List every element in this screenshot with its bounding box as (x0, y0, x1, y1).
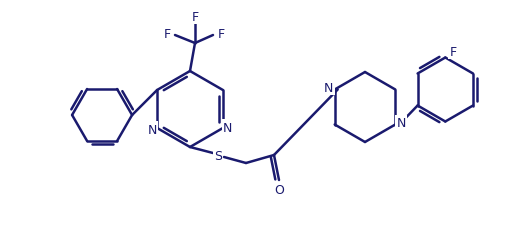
Text: F: F (163, 27, 170, 40)
Text: F: F (217, 27, 225, 40)
Text: N: N (223, 121, 233, 134)
Text: O: O (274, 184, 284, 197)
Text: N: N (397, 116, 406, 129)
Text: F: F (450, 46, 457, 59)
Text: N: N (148, 123, 157, 136)
Text: F: F (191, 10, 198, 23)
Text: S: S (214, 149, 222, 162)
Text: N: N (324, 82, 333, 95)
